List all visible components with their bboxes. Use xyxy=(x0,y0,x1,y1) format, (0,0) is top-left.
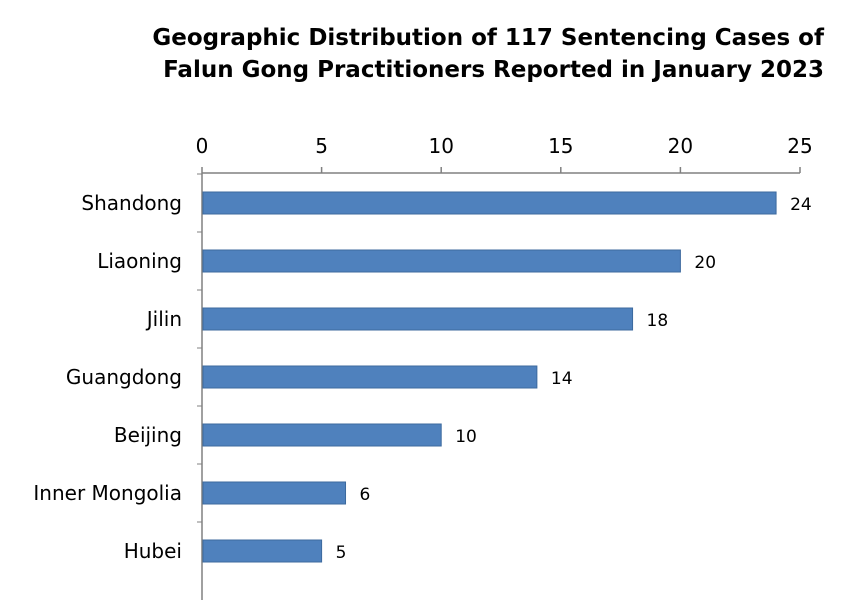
data-label: 6 xyxy=(360,485,371,505)
bar-inner-mongolia xyxy=(202,481,347,505)
bar-beijing xyxy=(202,423,442,447)
category-label: Inner Mongolia xyxy=(33,481,182,505)
bar-jilin xyxy=(202,307,634,331)
x-tick-label: 25 xyxy=(787,134,812,158)
chart-title-line-1: Geographic Distribution of 117 Sentencin… xyxy=(152,25,824,51)
bar-liaoning xyxy=(202,249,681,273)
labels: Shandong 24 Liaoning 20 Jilin 18 Guangdong 14 Be… xyxy=(33,191,811,563)
data-label: 14 xyxy=(551,369,573,389)
category-label: Hubei xyxy=(124,539,182,563)
bar-guangdong xyxy=(202,365,538,389)
x-tick-label: 20 xyxy=(668,134,693,158)
chart-title-line-2: Falun Gong Practitioners Reported in Jan… xyxy=(163,57,824,83)
data-label: 20 xyxy=(694,253,716,273)
data-label: 10 xyxy=(455,427,477,447)
bar-hubei xyxy=(202,539,323,563)
bar-shandong xyxy=(202,191,777,215)
x-tick-label: 5 xyxy=(315,134,328,158)
x-tick-label: 15 xyxy=(548,134,573,158)
x-tick-label: 0 xyxy=(196,134,209,158)
data-label: 24 xyxy=(790,195,812,215)
category-label: Guangdong xyxy=(66,365,182,389)
data-label: 5 xyxy=(336,543,347,563)
x-tick-label: 10 xyxy=(428,134,453,158)
category-label: Beijing xyxy=(114,423,182,447)
bars xyxy=(202,191,777,563)
x-axis: 0 5 10 15 20 25 xyxy=(196,134,813,600)
category-label: Jilin xyxy=(145,307,182,331)
category-label: Shandong xyxy=(81,191,182,215)
data-label: 18 xyxy=(647,311,669,331)
chart-title: Geographic Distribution of 117 Sentencin… xyxy=(24,22,824,86)
category-label: Liaoning xyxy=(97,249,182,273)
